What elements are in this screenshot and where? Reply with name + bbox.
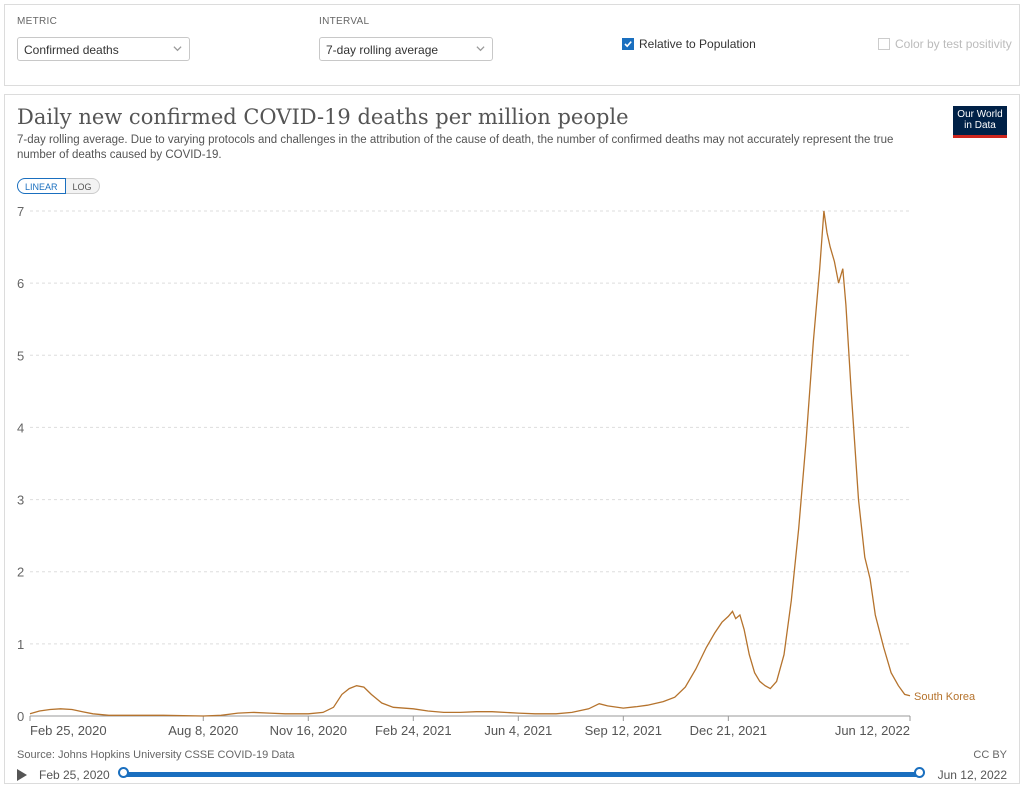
color-by-test-positivity-label: Color by test positivity <box>895 37 1012 51</box>
metric-select[interactable]: Confirmed deaths <box>17 37 190 61</box>
timeline-end-handle[interactable] <box>914 767 925 778</box>
interval-select[interactable]: 7-day rolling average <box>319 37 493 61</box>
relative-to-population-label: Relative to Population <box>639 37 756 51</box>
chevron-down-icon <box>173 46 182 52</box>
interval-label: INTERVAL <box>319 16 370 27</box>
color-by-test-positivity-checkbox[interactable]: Color by test positivity <box>878 37 1012 51</box>
chart-title: Daily new confirmed COVID-19 deaths per … <box>17 105 629 129</box>
logo-line-1: Our World <box>957 109 1003 120</box>
chart-panel <box>4 94 1020 784</box>
timeline-start-label: Feb 25, 2020 <box>39 768 110 782</box>
chart-subtitle: 7-day rolling average. Due to varying pr… <box>17 134 894 161</box>
scale-toggle: LINEAR LOG <box>17 178 100 194</box>
checkbox-checked-icon <box>622 38 634 50</box>
source-note: Source: Johns Hopkins University CSSE CO… <box>17 749 295 761</box>
interval-select-value: 7-day rolling average <box>326 43 439 57</box>
linear-scale-button[interactable]: LINEAR <box>17 178 66 194</box>
log-scale-button[interactable]: LOG <box>65 178 100 194</box>
timeline-track[interactable] <box>123 772 920 777</box>
metric-select-value: Confirmed deaths <box>24 43 119 57</box>
logo-line-2: in Data <box>964 120 996 131</box>
license-link[interactable]: CC BY <box>973 749 1007 761</box>
metric-label: METRIC <box>17 16 58 27</box>
relative-to-population-checkbox[interactable]: Relative to Population <box>622 37 756 51</box>
checkbox-empty-icon <box>878 38 890 50</box>
chevron-down-icon <box>476 46 485 52</box>
timeline: Feb 25, 2020 Jun 12, 2022 <box>17 766 1007 784</box>
timeline-start-handle[interactable] <box>118 767 129 778</box>
play-icon[interactable] <box>17 769 27 781</box>
owid-logo[interactable]: Our World in Data <box>953 106 1007 138</box>
timeline-end-label: Jun 12, 2022 <box>937 768 1007 782</box>
